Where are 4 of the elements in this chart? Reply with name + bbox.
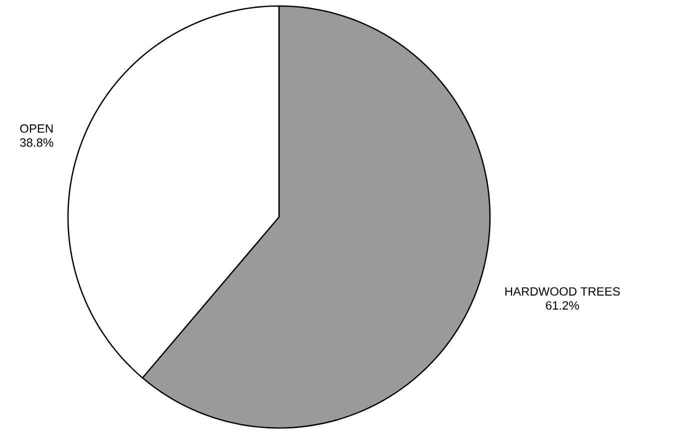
data-label: 38.8%	[20, 138, 54, 147]
slice-label: OPEN	[20, 124, 53, 133]
slice-label: HARDWOOD TREES	[505, 287, 620, 296]
data-label: 61.2%	[546, 301, 579, 310]
